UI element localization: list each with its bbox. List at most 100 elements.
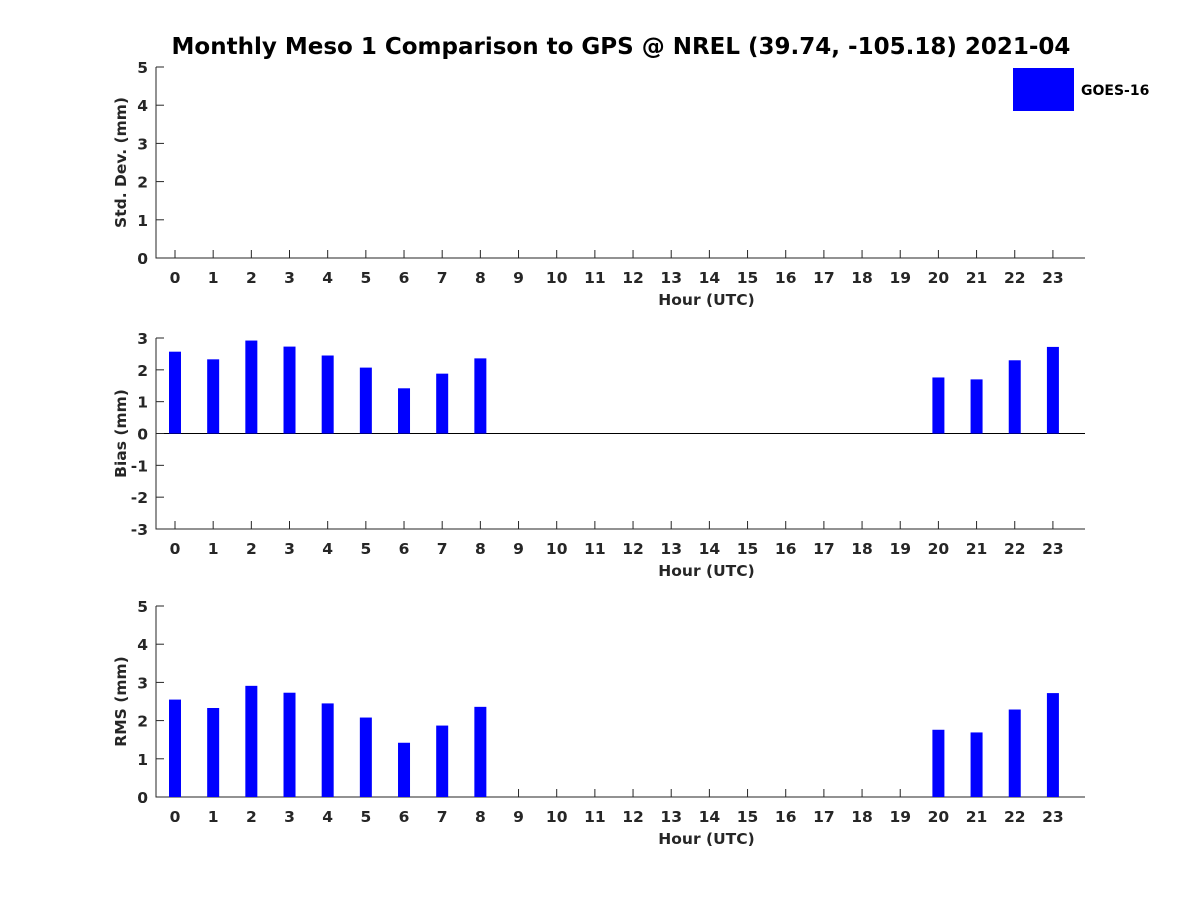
x-tick-label: 20 [928,269,950,287]
bar-hour-4 [321,703,334,797]
y-tick-label: 0 [137,250,148,268]
bar-hour-6 [398,388,411,434]
x-tick-label: 19 [889,540,911,558]
x-tick-label: 22 [1004,540,1026,558]
x-tick-label: 7 [437,269,448,287]
x-tick-label: 0 [170,808,181,826]
bar-hour-0 [169,351,181,434]
x-tick-label: 8 [475,808,486,826]
x-tick-label: 13 [660,540,682,558]
x-tick-label: 14 [699,808,721,826]
bar-hour-20 [932,729,945,797]
x-tick-label: 0 [170,269,181,287]
bar-hour-22 [1008,360,1021,434]
bar-hour-7 [436,373,449,434]
bar-hour-7 [436,725,449,797]
x-tick-label: 20 [928,808,950,826]
x-tick-label: 17 [813,269,835,287]
x-tick-label: 15 [737,540,759,558]
x-tick-label: 13 [660,269,682,287]
x-tick-label: 4 [322,808,333,826]
x-tick-label: 20 [928,540,950,558]
y-tick-label: 5 [137,598,148,616]
x-tick-label: 13 [660,808,682,826]
bar-hour-1 [207,707,220,797]
y-axis-label: Bias (mm) [112,389,130,478]
x-tick-label: 3 [284,808,295,826]
bar-hour-3 [283,692,296,797]
bar-hour-5 [359,717,372,797]
x-tick-label: 9 [513,269,524,287]
bar-hour-23 [1046,693,1059,797]
y-tick-label: 3 [137,135,148,153]
x-tick-label: 10 [546,269,568,287]
x-tick-label: 7 [437,808,448,826]
x-tick-label: 6 [399,269,410,287]
x-tick-label: 19 [889,808,911,826]
x-tick-label: 2 [246,808,257,826]
x-tick-label: 14 [699,269,721,287]
y-tick-label: 1 [137,394,148,412]
x-axis-label: Hour (UTC) [658,291,754,309]
figure-title: Monthly Meso 1 Comparison to GPS @ NREL … [172,34,1071,60]
x-tick-label: 14 [699,540,721,558]
x-tick-label: 6 [399,540,410,558]
x-tick-label: 15 [737,808,759,826]
x-tick-label: 10 [546,540,568,558]
x-tick-label: 23 [1042,269,1064,287]
y-tick-label: 1 [137,751,148,769]
bar-hour-2 [245,340,258,434]
bar-hour-2 [245,685,258,797]
x-tick-label: 11 [584,269,606,287]
x-tick-label: 9 [513,808,524,826]
y-tick-label: -1 [131,457,148,475]
bar-hour-8 [474,358,487,434]
x-tick-label: 11 [584,540,606,558]
x-tick-label: 15 [737,269,759,287]
x-axis-label: Hour (UTC) [658,562,754,580]
bar-hour-22 [1008,709,1021,797]
x-tick-label: 7 [437,540,448,558]
y-axis-label: RMS (mm) [112,656,130,746]
x-tick-label: 5 [360,808,371,826]
bar-hour-21 [970,379,983,434]
bar-hour-20 [932,377,945,434]
x-tick-label: 1 [208,808,219,826]
x-tick-label: 18 [851,269,873,287]
x-tick-label: 8 [475,540,486,558]
y-tick-label: 2 [137,713,148,731]
x-tick-label: 3 [284,540,295,558]
bar-hour-5 [359,367,372,434]
x-tick-label: 16 [775,808,797,826]
x-tick-label: 0 [170,540,181,558]
x-tick-label: 17 [813,808,835,826]
legend-label: GOES-16 [1081,83,1149,99]
y-tick-label: 1 [137,212,148,230]
bar-hour-1 [207,359,220,434]
y-tick-label: -3 [131,521,148,539]
x-tick-label: 4 [322,540,333,558]
x-tick-label: 5 [360,540,371,558]
x-tick-label: 18 [851,808,873,826]
x-tick-label: 16 [775,269,797,287]
y-tick-label: 3 [137,330,148,348]
y-tick-label: 5 [137,59,148,77]
x-tick-label: 8 [475,269,486,287]
x-tick-label: 4 [322,269,333,287]
x-tick-label: 6 [399,808,410,826]
x-tick-label: 19 [889,269,911,287]
y-tick-label: 3 [137,674,148,692]
y-tick-label: 2 [137,362,148,380]
x-tick-label: 21 [966,269,988,287]
y-tick-label: 0 [137,789,148,807]
x-tick-label: 23 [1042,808,1064,826]
x-tick-label: 9 [513,540,524,558]
bar-hour-3 [283,346,296,434]
x-axis-label: Hour (UTC) [658,830,754,848]
y-tick-label: 4 [137,97,148,115]
x-tick-label: 1 [208,540,219,558]
bar-hour-8 [474,706,487,797]
legend-swatch [1013,68,1074,111]
